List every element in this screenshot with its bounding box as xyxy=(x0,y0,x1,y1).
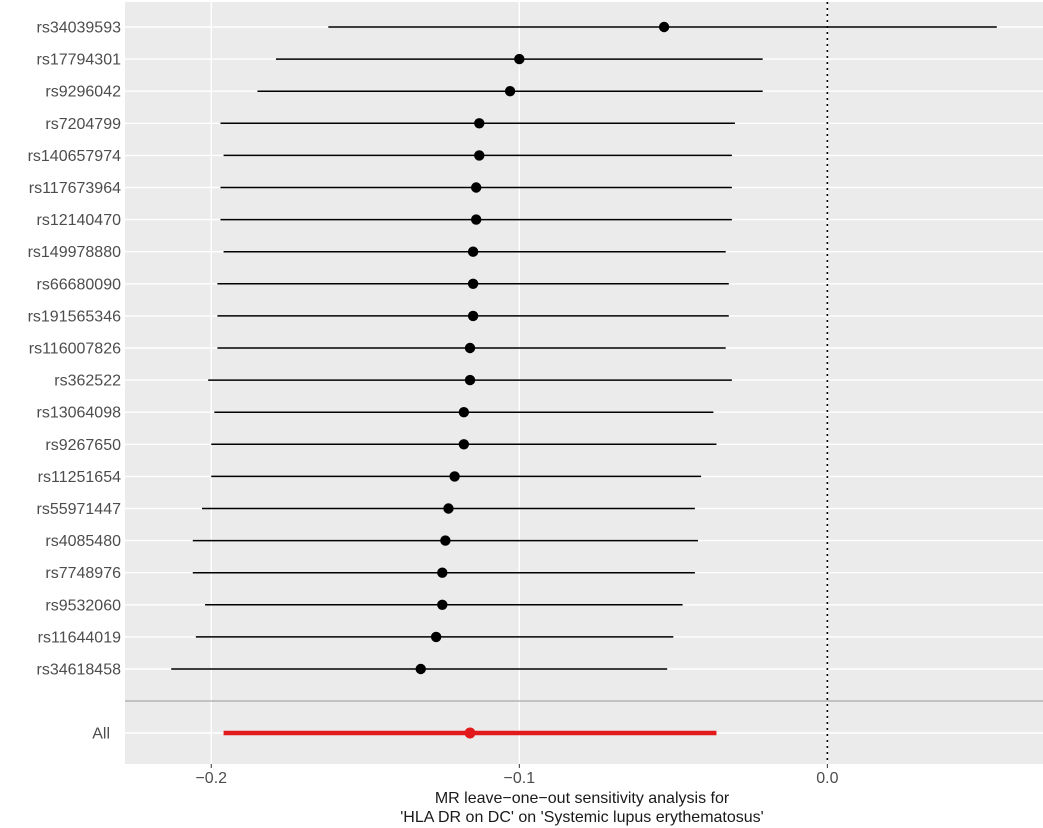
estimate-point xyxy=(415,663,426,675)
snp-label: rs34618458 xyxy=(36,662,121,679)
snp-label: rs12140470 xyxy=(36,212,121,229)
snp-label: rs4085480 xyxy=(45,533,121,550)
snp-label: rs362522 xyxy=(54,373,121,390)
x-axis-title-line-2: 'HLA DR on DC' on 'Systemic lupus erythe… xyxy=(400,809,763,826)
estimate-point xyxy=(514,53,525,65)
snp-label: rs55971447 xyxy=(36,501,121,518)
snp-label: rs149978880 xyxy=(28,244,122,261)
estimate-point xyxy=(474,150,485,161)
x-axis-title-line-1: MR leave−one−out sensitivity analysis fo… xyxy=(435,790,730,807)
snp-label: rs191565346 xyxy=(28,308,122,325)
estimate-point xyxy=(658,21,670,33)
estimate-point xyxy=(474,118,485,129)
estimate-point xyxy=(458,439,470,450)
estimate-point xyxy=(504,86,516,97)
x-axis-ticks: −0.2 −0.1 0.0 xyxy=(195,764,839,787)
estimate-point xyxy=(443,503,454,514)
estimate-marks xyxy=(171,21,997,739)
snp-label: rs7204799 xyxy=(45,116,121,133)
snp-label: rs7748976 xyxy=(45,565,121,582)
estimate-point xyxy=(437,567,448,578)
snp-label: rs17794301 xyxy=(36,52,121,69)
snp-label: rs13064098 xyxy=(36,405,121,422)
snp-labels: rs34039593 rs17794301 rs9296042 rs7204799 rs… xyxy=(28,20,122,743)
x-tick-label: −0.1 xyxy=(504,770,536,787)
estimate-point xyxy=(430,631,442,643)
snp-label: rs11644019 xyxy=(38,629,121,646)
snp-label: rs34039593 xyxy=(36,20,121,37)
x-tick-label: −0.2 xyxy=(195,770,227,787)
estimate-point xyxy=(467,310,479,322)
estimate-point xyxy=(464,342,476,354)
estimate-point xyxy=(437,599,448,610)
plot-panel xyxy=(125,2,1043,764)
snp-label: rs117673964 xyxy=(29,180,121,197)
snp-label: rs116007826 xyxy=(29,341,121,358)
overall-label: All xyxy=(92,726,110,743)
snp-label: rs140657974 xyxy=(28,148,122,165)
estimate-point xyxy=(470,182,482,193)
estimate-point xyxy=(458,407,470,418)
estimate-point xyxy=(467,246,479,257)
snp-label: rs66680090 xyxy=(36,276,121,293)
snp-label: rs9267650 xyxy=(45,437,121,454)
snp-label: rs9296042 xyxy=(45,84,121,101)
overall-estimate-point xyxy=(464,727,476,739)
estimate-point xyxy=(464,374,476,386)
estimate-point xyxy=(440,535,451,546)
snp-label: rs9532060 xyxy=(45,597,121,614)
snp-label: rs11251654 xyxy=(38,469,121,486)
estimate-point xyxy=(470,214,482,225)
x-tick-label: 0.0 xyxy=(816,770,838,787)
estimate-point xyxy=(449,471,460,482)
estimate-point xyxy=(467,278,479,289)
